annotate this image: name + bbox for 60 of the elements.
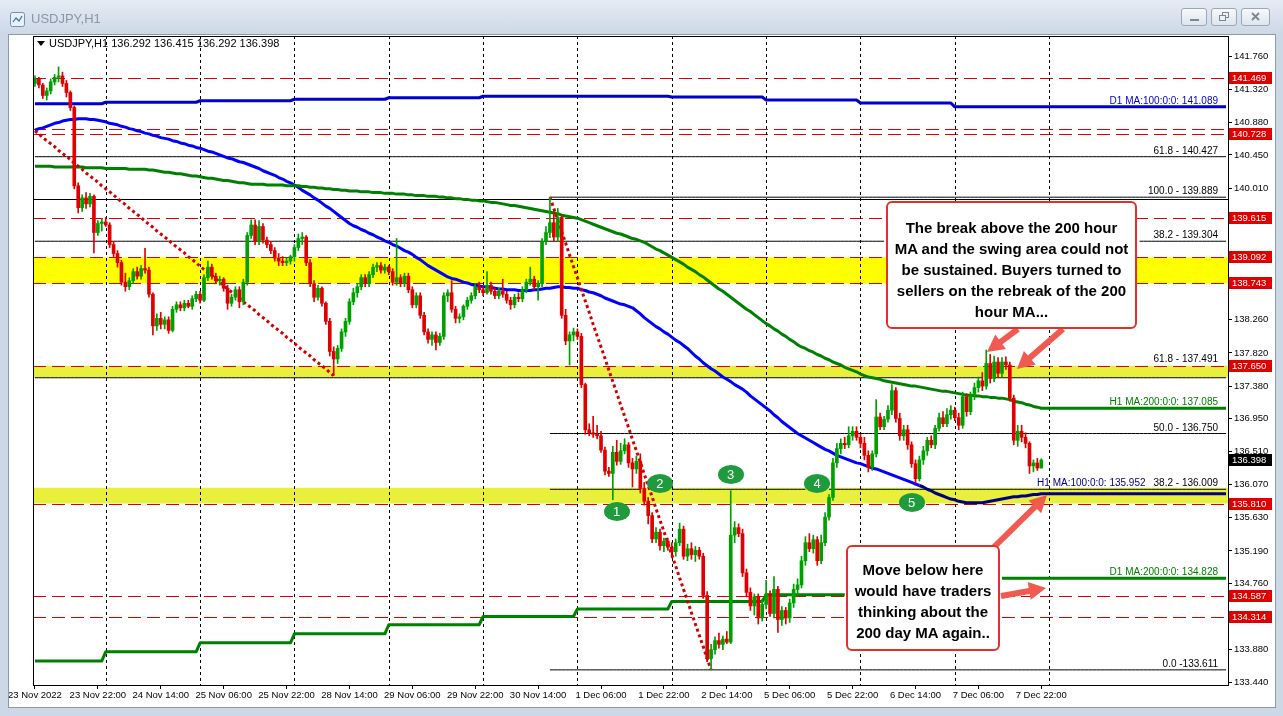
series-label: 50.0 - 136.750 (1153, 421, 1219, 433)
x-tick-label: 5 Dec 22:00 (826, 689, 879, 701)
callout-box: Move below here would have traders thinking about the 200 day MA again.. (846, 545, 1000, 651)
series-label: 38.2 - 139.304 (1153, 229, 1219, 241)
ref-line-label: 139.092 (1232, 251, 1267, 263)
chart-title: USDJPY,H1 (31, 11, 101, 26)
y-tick-label: 140.010 (1234, 181, 1269, 193)
y-tick-label: 134.760 (1234, 576, 1269, 588)
series-label: H1 MA:200:0:0: 137.085 (1109, 396, 1219, 408)
series-label: D1 MA:100:0:0: 141.089 (1109, 94, 1219, 106)
text: 136.398 (1232, 454, 1267, 466)
y-tick-label: 141.760 (1234, 49, 1269, 61)
x-tick-label: 7 Dec 06:00 (952, 689, 1004, 701)
y-tick-label: 133.880 (1234, 643, 1269, 655)
y-tick-label: 133.440 (1234, 676, 1269, 688)
legend-label: 61.8 - 140.427 (1153, 144, 1219, 156)
legend-label: 38.2 - 136.009 (1153, 477, 1219, 489)
ref-line-label: 135.810 (1232, 498, 1267, 510)
series-label: 0.0 -133.611 (1162, 657, 1219, 669)
y-tick-label: 136.510 (1234, 445, 1269, 457)
legend-label: 100.0 - 139.889 (1147, 185, 1219, 197)
x-tick-label: 5 Dec 06:00 (764, 689, 816, 701)
series-label: D1 MA:200:0:0: 134.828 (1109, 566, 1219, 578)
y-tick-label: 141.320 (1234, 83, 1269, 95)
ref-line-label: 139.615 (1232, 212, 1267, 224)
x-tick-label: 23 Nov 2022 (8, 689, 62, 701)
y-tick-label: 140.450 (1234, 148, 1269, 160)
y-tick-label: 137.380 (1234, 379, 1269, 391)
x-tick-label: 7 Dec 22:00 (1015, 689, 1067, 701)
x-tick-label: 24 Nov 14:00 (132, 689, 190, 701)
series-label: H1 MA:100:0:0: 135.952 (1037, 477, 1146, 488)
ref-line-label: 138.743 (1232, 277, 1267, 289)
ref-line-label: 140.728 (1232, 128, 1267, 140)
x-tick-label: 2 Dec 14:00 (701, 689, 753, 701)
ref-line-label: 137.650 (1232, 360, 1267, 372)
ref-line-label: 141.469 (1232, 72, 1267, 84)
x-tick-label: 25 Nov 06:00 (195, 689, 252, 701)
x-tick-label: 30 Nov 14:00 (509, 689, 567, 701)
y-tick-label: 138.260 (1234, 313, 1269, 325)
x-tick-label: 6 Dec 14:00 (889, 689, 942, 701)
line-series (548, 195, 713, 672)
x-tick-label: 1 Dec 06:00 (575, 689, 627, 701)
y-tick-label: 136.950 (1234, 412, 1269, 424)
x-tick-label: 29 Nov 22:00 (446, 689, 504, 701)
y-tick-label: 135.190 (1234, 544, 1269, 556)
y-tick-label: 137.820 (1234, 346, 1269, 358)
x-tick-label: 23 Nov 22:00 (69, 689, 127, 701)
ref-line-label: 134.587 (1232, 590, 1267, 602)
x-tick-label: 29 Nov 06:00 (384, 689, 441, 701)
line-series (33, 129, 336, 378)
x-tick-label: 1 Dec 22:00 (638, 689, 690, 701)
y-tick-label: 135.630 (1234, 511, 1269, 523)
ref-line-label: 134.314 (1232, 611, 1267, 623)
chart-subtitle: USDJPY,H1 136.292 136.415 136.292 136.398 (49, 37, 280, 49)
x-tick-label: 25 Nov 22:00 (258, 689, 315, 701)
y-tick-label: 140.880 (1234, 116, 1269, 128)
y-tick-label: 136.070 (1234, 478, 1269, 490)
legend-label: 61.8 - 137.491 (1153, 353, 1219, 364)
callout-box: The break above the 200 hour MA and the swing area could not be sustained. Buyers turned to sellers on the rebreak of the 200 hour MA... (886, 201, 1137, 329)
x-tick-label: 28 Nov 14:00 (321, 689, 378, 701)
